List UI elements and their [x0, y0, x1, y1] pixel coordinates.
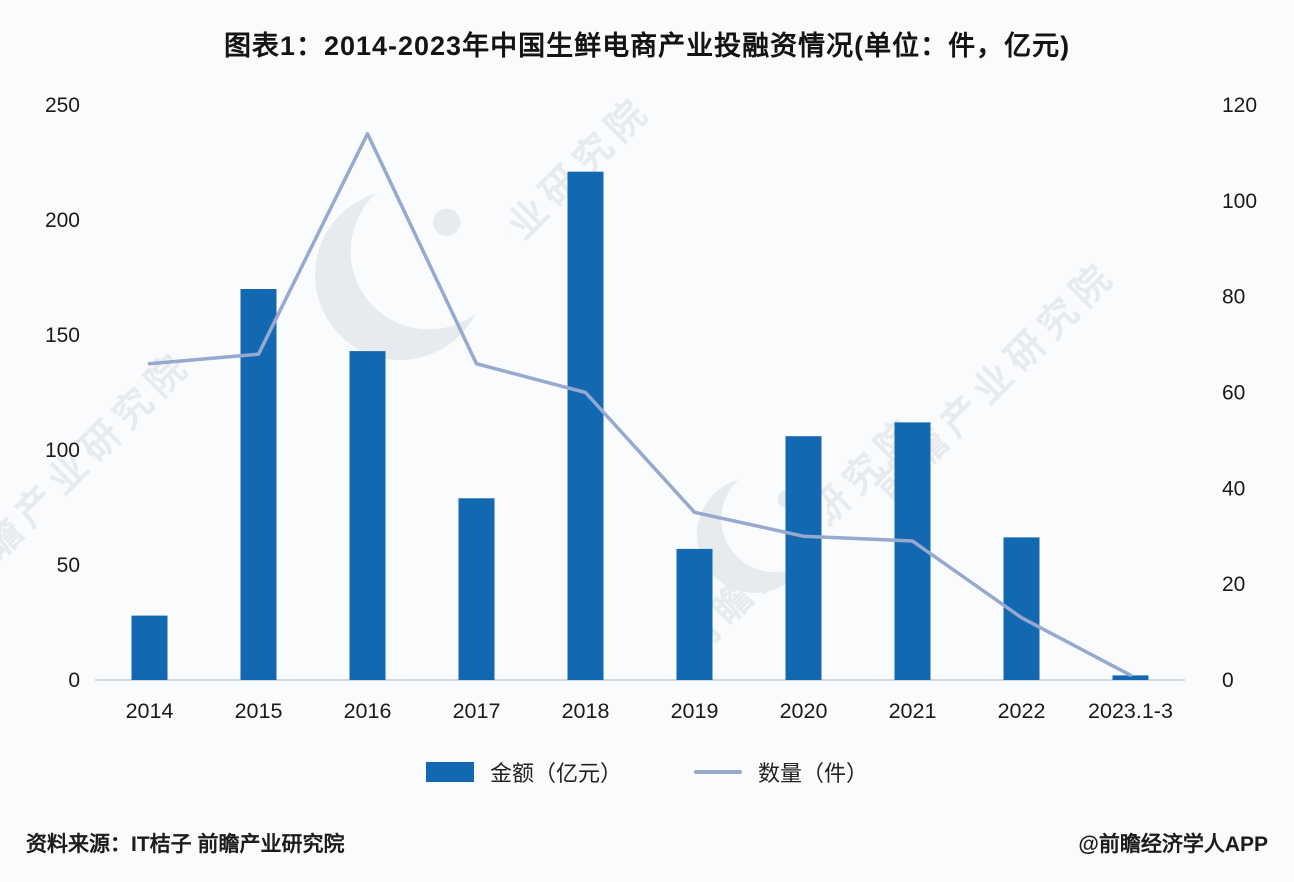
- legend-line-swatch: [694, 770, 742, 774]
- bar-2014: [131, 615, 168, 680]
- bar-2017: [458, 498, 495, 680]
- svg-text:前瞻产业研究院: 前瞻产业研究院: [0, 343, 200, 600]
- svg-text:60: 60: [1222, 382, 1245, 405]
- bar-2018: [567, 171, 604, 680]
- credit-note: @前瞻经济学人APP: [1078, 833, 1268, 856]
- bar-2016: [349, 351, 386, 680]
- svg-text:2020: 2020: [780, 699, 828, 723]
- svg-text:2016: 2016: [344, 699, 392, 723]
- bar-2023.1-3: [1112, 675, 1149, 680]
- svg-text:120: 120: [1222, 94, 1257, 117]
- svg-text:200: 200: [45, 209, 80, 232]
- svg-text:2018: 2018: [562, 699, 610, 723]
- svg-text:250: 250: [45, 94, 80, 117]
- count-line: [147, 132, 1133, 677]
- svg-text:2022: 2022: [998, 699, 1046, 723]
- svg-text:2014: 2014: [126, 699, 174, 723]
- svg-text:20: 20: [1222, 573, 1245, 596]
- svg-text:2015: 2015: [235, 699, 283, 723]
- legend-bar-label: 金额（亿元）: [489, 761, 622, 786]
- svg-text:2017: 2017: [453, 699, 501, 723]
- chart-title: 图表1：2014-2023年中国生鲜电商产业投融资情况(单位：件，亿元): [223, 31, 1071, 61]
- legend-item-amount: 金额（亿元）: [425, 756, 622, 788]
- bar-2019: [676, 548, 713, 680]
- chart-canvas: 前瞻产业研究院前瞻产业研究院前瞻产业研究院前瞻产业研究院050100150200…: [0, 88, 1257, 723]
- source-note: 资料来源：IT桔子 前瞻产业研究院: [26, 833, 345, 856]
- svg-text:50: 50: [57, 554, 80, 577]
- svg-text:150: 150: [45, 324, 80, 347]
- svg-text:80: 80: [1222, 286, 1245, 309]
- svg-text:2019: 2019: [671, 699, 719, 723]
- svg-text:2021: 2021: [889, 699, 937, 723]
- svg-text:40: 40: [1222, 477, 1245, 500]
- svg-text:100: 100: [45, 439, 80, 462]
- legend-bar-swatch: [425, 762, 474, 782]
- chart-legend: 金额（亿元） 数量（件）: [0, 756, 1294, 788]
- legend-line-label: 数量（件）: [758, 761, 869, 786]
- svg-text:0: 0: [1222, 669, 1234, 692]
- svg-text:0: 0: [68, 669, 80, 692]
- legend-item-count: 数量（件）: [694, 756, 868, 788]
- svg-text:2023.1-3: 2023.1-3: [1088, 699, 1173, 723]
- svg-text:100: 100: [1222, 190, 1257, 213]
- bar-2020: [785, 436, 822, 680]
- bar-2015: [240, 289, 277, 680]
- chart-footer: 资料来源：IT桔子 前瞻产业研究院 @前瞻经济学人APP: [0, 828, 1294, 858]
